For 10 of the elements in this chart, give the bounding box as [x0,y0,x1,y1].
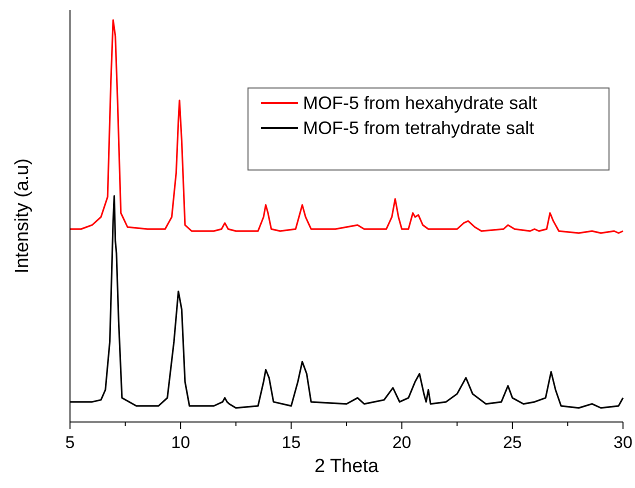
x-tick-label: 30 [614,433,632,452]
x-tick-label: 5 [65,433,75,452]
x-tick-label: 15 [282,433,301,452]
x-axis-title: 2 Theta [314,456,379,477]
x-tick-label: 10 [171,433,190,452]
legend-label: MOF-5 from tetrahydrate salt [303,118,534,138]
legend-label: MOF-5 from hexahydrate salt [303,93,538,113]
x-tick-label: 25 [502,433,522,452]
y-axis-title: Intensity (a.u) [12,158,33,274]
x-tick-label: 20 [392,433,412,452]
